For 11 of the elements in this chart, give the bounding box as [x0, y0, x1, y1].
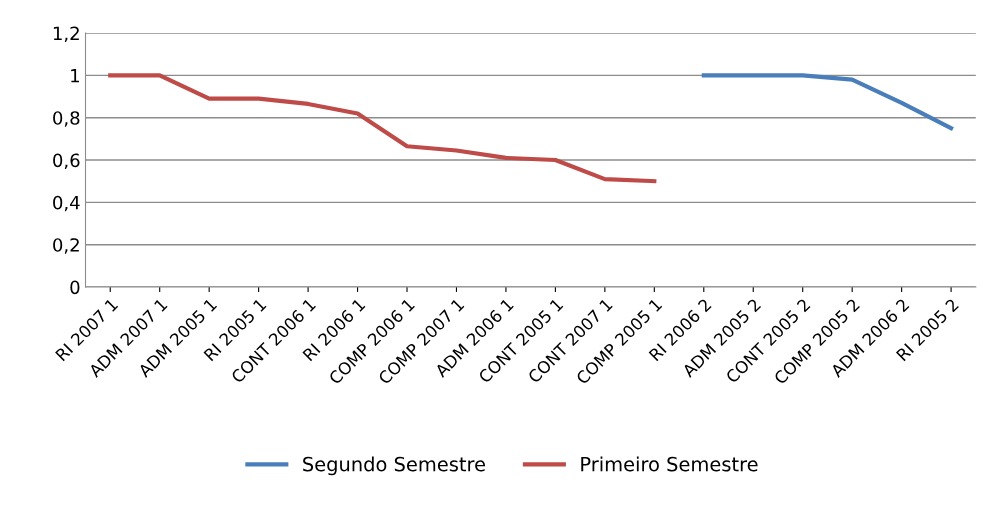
- y-tick-label: 0: [70, 280, 80, 295]
- y-tick-label: 0,8: [53, 111, 80, 127]
- y-tick-label: 0,2: [53, 238, 79, 254]
- line-series: [108, 73, 657, 184]
- y-tick-label: 1,2: [53, 26, 79, 42]
- line-series: [701, 73, 954, 131]
- legend-label: Segundo Semestre: [303, 456, 486, 476]
- y-tick-label: 1: [71, 69, 79, 83]
- y-tick-label: 0,6: [53, 153, 80, 169]
- y-tick-label: 0,4: [53, 195, 80, 212]
- legend-label: Primeiro Semestre: [581, 456, 758, 472]
